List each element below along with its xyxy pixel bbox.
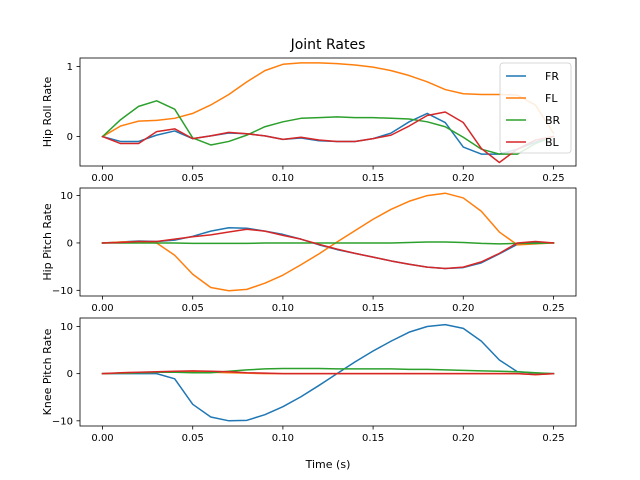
hip-pitch-y-tick-label: 0 (67, 238, 73, 249)
knee-pitch-panel: 0.00 0.05 0.10 0.15 0.20 0.25 −10 0 10 Knee Pitch… (41, 317, 577, 444)
hip-pitch-x-tick-label: 0.25 (542, 303, 564, 314)
hip-pitch-y-tick-label: −10 (52, 286, 73, 297)
hip-pitch-series-fl (101, 192, 555, 292)
knee-pitch-series-bl (101, 370, 555, 376)
hip-pitch-series-bl (101, 228, 555, 270)
hip-roll-x-tick-label: 0.15 (362, 173, 384, 184)
hip-roll-x-tick-label: 0.10 (272, 173, 294, 184)
hip-pitch-axes-frame (79, 187, 577, 297)
hip-roll-x-tick-label: 0.05 (182, 173, 204, 184)
legend-box (499, 62, 572, 154)
hip-roll-axes-frame (79, 57, 577, 167)
knee-pitch-x-tick-label: 0.00 (91, 433, 113, 444)
hip-pitch-panel: 0.00 0.05 0.10 0.15 0.20 0.25 −10 0 10 Hip Pitch … (41, 187, 577, 314)
knee-pitch-y-tick-label: 10 (60, 322, 73, 333)
knee-pitch-series-br (101, 367, 555, 375)
hip-pitch-series-group (101, 192, 555, 292)
hip-roll-y-tick-label: 0 (67, 132, 73, 143)
hip-pitch-y-tick-label: 10 (60, 191, 73, 202)
hip-pitch-series-br (101, 241, 555, 245)
hip-pitch-x-tick-label: 0.00 (91, 303, 113, 314)
knee-pitch-axes-frame (79, 317, 577, 427)
hip-roll-series-group (101, 62, 555, 164)
legend-label-fl: FL (545, 92, 558, 105)
hip-roll-x-tick-label: 0.00 (91, 173, 113, 184)
hip-pitch-y-axis-label: Hip Pitch Rate (41, 203, 54, 281)
knee-pitch-x-tick-label: 0.25 (542, 433, 564, 444)
hip-roll-series-br (101, 100, 555, 155)
knee-pitch-y-tick-label: −10 (52, 416, 73, 427)
hip-roll-panel: 0.00 0.05 0.10 0.15 0.20 0.25 0 1 Hip Roll Rate (41, 57, 577, 184)
x-axis-label: Time (s) (305, 458, 351, 471)
knee-pitch-x-tick-label: 0.15 (362, 433, 384, 444)
hip-roll-x-tick-label: 0.20 (452, 173, 474, 184)
hip-pitch-x-tick-label: 0.05 (182, 303, 204, 314)
knee-pitch-x-tick-label: 0.10 (272, 433, 294, 444)
legend-label-fr: FR (545, 70, 559, 83)
legend-label-bl: BL (545, 136, 560, 149)
hip-pitch-x-tick-label: 0.10 (272, 303, 294, 314)
legend-label-br: BR (545, 114, 561, 127)
hip-roll-y-axis-label: Hip Roll Rate (41, 77, 54, 148)
hip-roll-y-tick-label: 1 (67, 62, 73, 73)
chart-title: Joint Rates (290, 37, 366, 53)
hip-roll-series-bl (101, 111, 555, 164)
hip-roll-x-tick-label: 0.25 (542, 173, 564, 184)
knee-pitch-y-tick-label: 0 (67, 369, 73, 380)
knee-pitch-series-fr (101, 323, 555, 422)
knee-pitch-x-tick-label: 0.20 (452, 433, 474, 444)
hip-pitch-x-tick-label: 0.20 (452, 303, 474, 314)
hip-roll-series-fl (101, 62, 555, 138)
knee-pitch-x-tick-label: 0.05 (182, 433, 204, 444)
knee-pitch-y-axis-label: Knee Pitch Rate (41, 328, 54, 415)
knee-pitch-series-group (101, 323, 555, 422)
legend: FR FL BR BL (499, 62, 572, 154)
hip-pitch-x-tick-label: 0.15 (362, 303, 384, 314)
